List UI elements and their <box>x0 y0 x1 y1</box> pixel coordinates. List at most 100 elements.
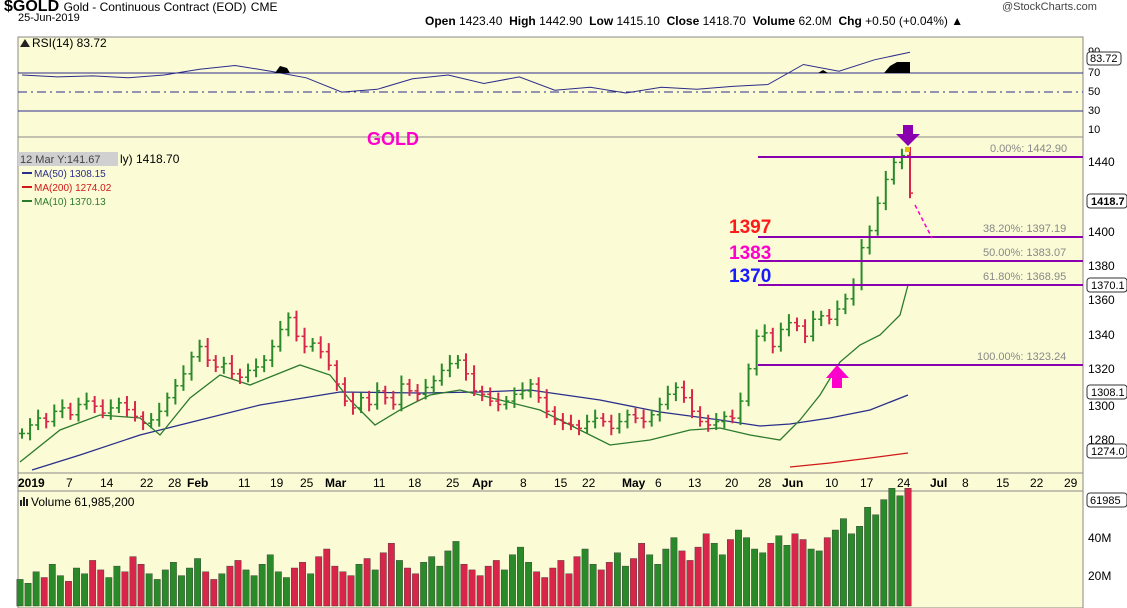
price-title: GOLD <box>367 129 419 149</box>
volume-bar <box>40 577 48 607</box>
volume-bar <box>105 577 113 607</box>
volume-bar <box>56 575 64 607</box>
rsi-tick-50: 50 <box>1088 86 1100 98</box>
volume-bar <box>428 556 436 607</box>
volume-bar <box>525 562 532 607</box>
price-legend-close-value: 1418.70 <box>136 152 180 166</box>
volume-header-value: 62.0M <box>798 14 832 28</box>
volume-bar <box>831 529 839 607</box>
volume-bar <box>24 583 32 607</box>
low-label: Low <box>589 14 614 28</box>
x-tick-label: Mar <box>325 476 347 490</box>
x-tick-label: Apr <box>472 476 493 490</box>
ohlc-summary: Open 1423.40 High 1442.90 Low 1415.10 Cl… <box>425 14 964 28</box>
volume-bar <box>363 558 371 607</box>
volume-icon <box>20 497 28 506</box>
volume-bar <box>202 571 210 607</box>
fib-382-label: 38.20%: 1397.19 <box>983 223 1066 235</box>
fib-0-label: 0.00%: 1442.90 <box>990 143 1067 155</box>
x-tick-label: 19 <box>270 476 284 490</box>
volume-bar <box>710 543 718 607</box>
volume-bar <box>113 565 121 607</box>
price-bars <box>19 147 913 441</box>
x-tick-label: Feb <box>187 476 208 490</box>
volume-bar <box>169 562 177 607</box>
volume-bar <box>597 569 605 607</box>
volume-bar <box>250 575 258 607</box>
price-tick-1400: 1400 <box>1088 225 1115 239</box>
level-1370: 1370 <box>729 266 771 287</box>
exchange: CME <box>250 0 278 14</box>
rsi-line <box>21 51 911 94</box>
x-tick-label: 29 <box>1064 476 1078 490</box>
ma50-legend: MA(50) 1308.15 <box>34 169 106 180</box>
x-tick-label: 14 <box>100 476 114 490</box>
volume-bar <box>299 562 306 607</box>
volume-bar <box>404 567 411 607</box>
x-tick-label: 11 <box>373 476 386 490</box>
tag-1418: 1418.7 <box>1091 196 1125 208</box>
volume-bar <box>735 529 742 607</box>
x-tick-label: 8 <box>962 476 969 490</box>
symbol-description: Gold - Continuous Contract (EOD) <box>63 0 247 14</box>
volume-bar <box>266 554 274 607</box>
price-legend-close: ly) 1418.70 <box>120 152 180 166</box>
x-tick-label: 18 <box>408 476 422 490</box>
level-1397: 1397 <box>729 217 771 238</box>
price-panel <box>17 136 1084 474</box>
volume-bar <box>242 569 250 607</box>
volume-bar <box>775 535 783 607</box>
low-value: 1415.10 <box>616 14 660 28</box>
volume-bar <box>396 560 403 607</box>
volume-bar <box>799 539 807 607</box>
x-tick-label: 13 <box>688 476 702 490</box>
volume-bar <box>654 564 662 607</box>
up-arrow-icon <box>826 365 849 388</box>
volume-bar <box>97 569 105 607</box>
source-brand: @StockCharts.com <box>1002 1 1097 13</box>
volume-header-label: Volume <box>752 14 796 28</box>
x-tick-label: 2019 <box>18 476 45 490</box>
x-tick-label: 20 <box>725 476 739 490</box>
rsi-value-tag: 83.72 <box>1090 53 1118 65</box>
x-tick-label: 15 <box>554 476 568 490</box>
volume-bar <box>807 548 815 607</box>
volume-bar <box>823 537 831 607</box>
x-tick-label: 15 <box>996 476 1010 490</box>
x-tick-label: Jun <box>782 476 803 490</box>
rsi-label: RSI(14) 83.72 <box>32 36 107 50</box>
volume-bar <box>662 548 670 607</box>
volume-bar <box>283 577 290 607</box>
volume-bar <box>759 552 767 607</box>
fib-labels: 0.00%: 1442.90 38.20%: 1397.19 50.00%: 1… <box>977 143 1067 363</box>
volume-bar <box>73 567 80 607</box>
volume-tag: 61985 <box>1090 495 1121 507</box>
volume-bar <box>210 579 218 607</box>
volume-bar <box>751 548 759 607</box>
close-value: 1418.70 <box>702 14 746 28</box>
volume-bar <box>872 514 880 607</box>
x-tick-label: 22 <box>140 476 154 490</box>
fib-50-label: 50.00%: 1383.07 <box>983 247 1066 259</box>
x-tick-label: 17 <box>860 476 874 490</box>
volume-bar <box>355 564 363 607</box>
rsi-yticks: 90 70 50 30 10 <box>1088 46 1100 136</box>
volume-bar <box>274 571 282 607</box>
volume-bar <box>452 541 460 607</box>
volume-bar <box>218 573 226 607</box>
x-tick-label: Jul <box>930 476 947 490</box>
volume-bar <box>500 569 508 607</box>
volume-bar <box>702 533 710 607</box>
volume-bar <box>581 548 589 607</box>
volume-bar <box>460 564 468 607</box>
x-axis-labels: 2019 7 14 22 28 Feb 11 19 25 Mar 11 18 25 Apr 8 15 22 May… <box>18 476 1078 490</box>
volume-bar <box>186 567 193 607</box>
tag-1370-box <box>1086 277 1127 293</box>
volume-bar <box>549 567 557 607</box>
tag-1274: 1274.0 <box>1091 446 1125 458</box>
x-tick-label: May <box>622 476 646 490</box>
ma10-legend: MA(10) 1370.13 <box>34 197 106 208</box>
volume-bar <box>420 562 428 607</box>
tag-1308: 1308.1 <box>1091 387 1125 399</box>
chg-label: Chg <box>838 14 862 28</box>
